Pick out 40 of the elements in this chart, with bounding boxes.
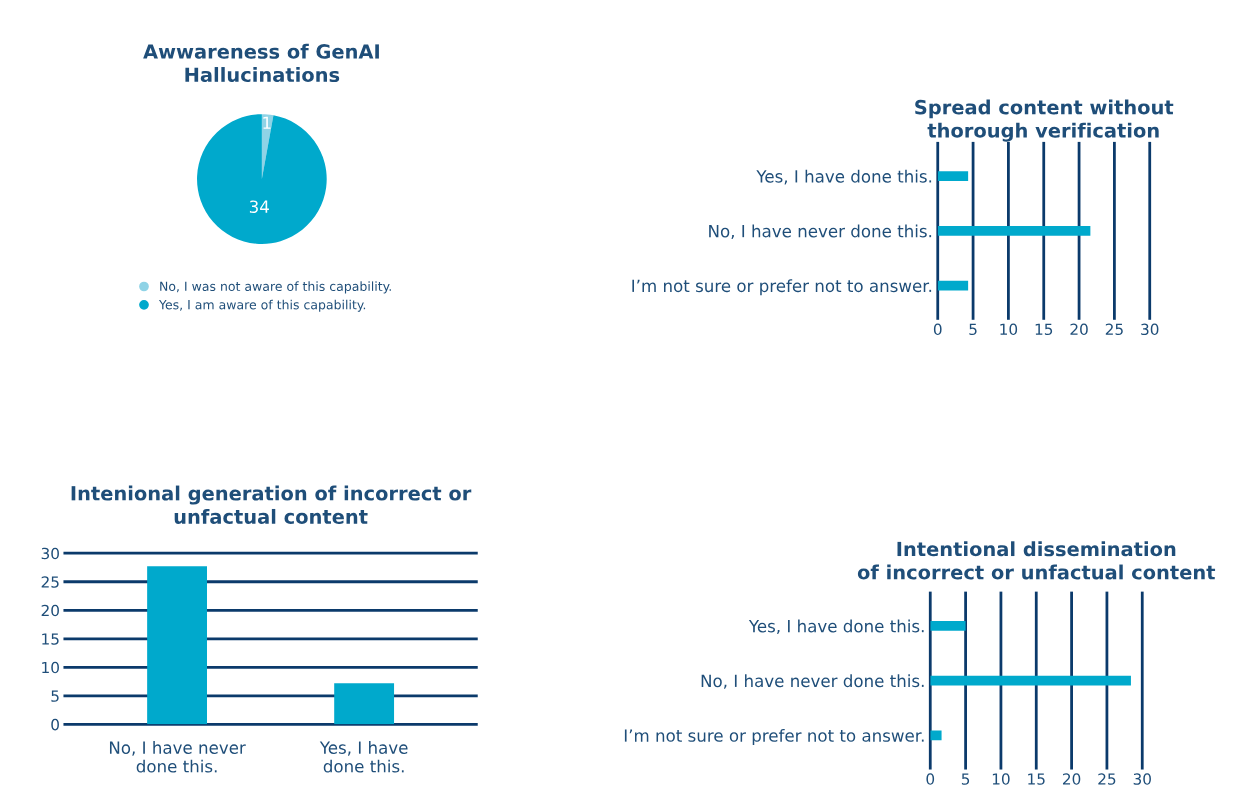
bar (930, 675, 1131, 686)
bar (930, 730, 942, 741)
chart-title: Intentional dissemination of incorrect or unfactual content (857, 541, 1216, 580)
y-tick-label: Yes, I have done this. (756, 169, 932, 185)
chart-title: Awwareness of GenAI Hallucinations (143, 43, 379, 83)
chart-title: Spread content without thorough verification (915, 99, 1174, 142)
x-tick-label: 25 (1098, 773, 1116, 785)
x-tick-label: 15 (1028, 773, 1045, 785)
legend-label: Yes, I am aware of this capability. (158, 299, 366, 312)
x-tick-label: 15 (1035, 323, 1053, 336)
data-label: 1 (263, 116, 271, 129)
y-tick-label: 5 (51, 690, 59, 702)
x-tick-label: Yes, I have done this. (319, 741, 408, 773)
x-tick-label: No, I have never done this. (109, 741, 246, 773)
y-tick-label: 20 (41, 604, 59, 617)
y-tick-label: 30 (41, 547, 59, 560)
legend-label: No, I was not aware of this capability. (160, 281, 391, 294)
y-tick-label: Yes, I have done this. (748, 619, 924, 635)
x-tick-label: 30 (1133, 773, 1151, 785)
chart-title: Intenional generation of incorrect or unfactual content (71, 485, 472, 525)
x-tick-label: 20 (1062, 773, 1081, 785)
y-tick-label: 25 (41, 576, 59, 588)
y-tick-label: No, I have never done this. (701, 674, 924, 689)
x-tick-label: 0 (933, 323, 942, 336)
bar (930, 620, 966, 631)
y-tick-label: 15 (42, 633, 59, 645)
y-tick-label: I’m not sure or prefer not to answer. (624, 728, 924, 746)
y-tick-label: No, I have never done this. (709, 224, 932, 240)
data-label: 34 (249, 200, 269, 213)
x-tick-label: 30 (1141, 323, 1159, 336)
x-tick-label: 10 (992, 773, 1010, 785)
x-tick-label: 5 (969, 323, 977, 336)
x-tick-label: 20 (1070, 323, 1088, 336)
x-tick-label: 25 (1105, 323, 1123, 336)
x-tick-label: 10 (1000, 323, 1018, 336)
y-tick-label: I’m not sure or prefer not to answer. (632, 279, 932, 296)
x-tick-label: 5 (961, 773, 970, 785)
y-tick-label: 10 (42, 661, 59, 674)
pie-slice (197, 114, 327, 244)
y-tick-label: 0 (51, 718, 59, 731)
